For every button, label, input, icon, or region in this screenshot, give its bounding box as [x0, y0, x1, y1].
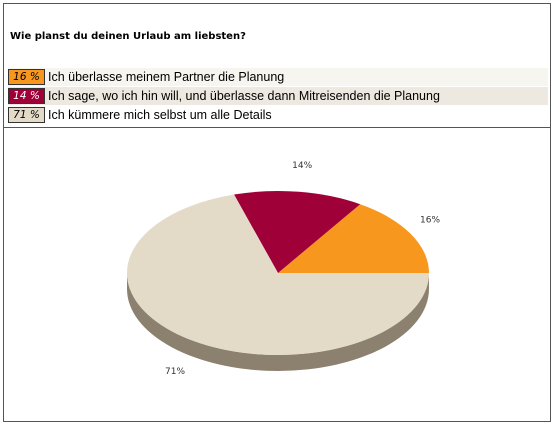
legend-value-mitreisende: 14 %: [8, 88, 45, 104]
pie-label-0: 16%: [420, 215, 440, 225]
legend-item-partner: 16 % Ich überlasse meinem Partner die Pl…: [8, 68, 548, 86]
chart-title: Wie planst du deinen Urlaub am liebsten?: [10, 31, 246, 42]
pie-slice-1: [234, 190, 361, 273]
pie-slice-0: [278, 204, 429, 273]
poll-frame: Wie planst du deinen Urlaub am liebsten?…: [3, 3, 551, 422]
legend-value-selbst: 71 %: [8, 107, 45, 123]
legend-item-mitreisende: 14 % Ich sage, wo ich hin will, und über…: [8, 87, 548, 105]
legend-item-selbst: 71 % Ich kümmere mich selbst um alle Det…: [8, 106, 548, 124]
legend-label-selbst: Ich kümmere mich selbst um alle Details: [48, 108, 272, 122]
pie-label-2: 71%: [165, 367, 185, 377]
legend-label-mitreisende: Ich sage, wo ich hin will, und überlasse…: [48, 89, 440, 103]
pie-side-2: [127, 273, 429, 371]
chart-divider: [4, 127, 550, 128]
legend-label-partner: Ich überlasse meinem Partner die Planung: [48, 70, 285, 84]
pie-slice-2: [126, 194, 430, 355]
legend-value-partner: 16 %: [8, 69, 45, 85]
legend: 16 % Ich überlasse meinem Partner die Pl…: [8, 68, 548, 125]
pie-label-1: 14%: [292, 161, 312, 171]
pie-chart: 16% 14% 71%: [126, 161, 440, 377]
